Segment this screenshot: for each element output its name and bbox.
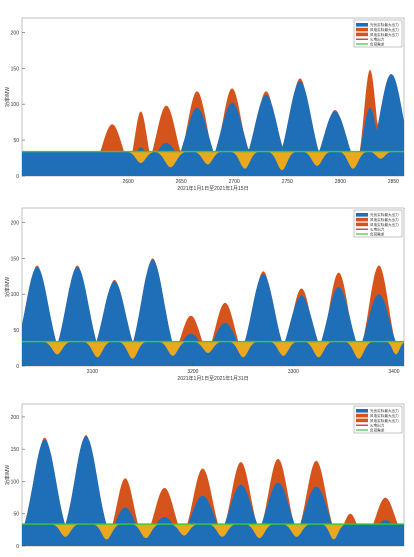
x-tick-label: 3400 [388,369,399,375]
series-pv-area [22,436,404,546]
legend-swatch [356,23,368,27]
legend-label: 风电实际最大出力 [370,27,399,32]
x-tick-label: 2700 [229,179,240,185]
legend-label: 火电出力 [370,37,385,42]
chart-panel-3: 0 50 100 150 200 功率/MW 光伏实际最大出力风电实际最大出力风电实际最大出… [4,403,405,550]
y-tick-label: 200 [11,220,20,226]
legend-label: 风电实际最大出力 [370,32,399,37]
legend-swatch [356,418,368,423]
x-tick-label: 3200 [187,369,198,375]
x-tick-label: 3100 [87,369,98,375]
y-tick-label: 50 [13,512,19,518]
x-tick-label: 2800 [335,179,346,185]
y-tick-label: 100 [11,479,20,485]
series-load-gap [22,524,404,540]
legend-label: 风电实际最大出力 [370,413,399,418]
legend-swatch [356,413,368,418]
y-tick-label: 50 [13,328,19,334]
y-tick-label: 150 [11,447,20,453]
y-tick-label: 150 [11,256,20,262]
y-axis-label: 功率/MW [4,465,11,486]
y-tick-label: 0 [16,364,19,370]
y-tick-label: 0 [16,544,19,550]
x-tick-label: 2750 [282,179,293,185]
y-tick-label: 200 [11,30,20,36]
y-tick-label: 200 [11,415,20,421]
legend-label: 负荷需求 [370,231,385,236]
legend-swatch [356,222,368,227]
chart-panel-2: 0 50 100 150 200 3100 3200 3300 3400 2021年1月1日至20… [4,207,405,382]
x-axis-label: 2021年1月1日至2021年1月15日 [177,185,248,192]
series-pv-base [22,341,404,366]
x-axis-label: 2021年1月1日至2021年1月31日 [177,375,248,382]
y-tick-label: 0 [16,174,19,180]
series-pv-area [22,74,404,176]
legend-label: 风电实际最大出力 [370,418,399,423]
y-axis-label: 功率/MW [4,87,11,108]
legend-label: 风电实际最大出力 [370,222,399,227]
legend-label: 光伏实际最大出力 [370,22,399,27]
x-tick-label: 3300 [288,369,299,375]
series-pv-area [22,259,404,366]
legend-label: 风电实际最大出力 [370,217,399,222]
x-tick-label: 2600 [123,179,134,185]
legend-label: 光伏实际最大出力 [370,408,399,413]
legend-swatch [356,32,368,37]
y-tick-label: 50 [13,138,19,144]
legend-label: 负荷需求 [370,41,385,46]
legend-swatch [356,213,368,217]
series-pv-base [22,151,404,176]
x-tick-label: 2650 [176,179,187,185]
y-tick-label: 150 [11,66,20,72]
series-load-gap [22,341,404,359]
chart-panel-1: 0 50 100 150 200 2600 2650 2700 2750 2800 2850 2021… [4,17,405,192]
legend-swatch [356,217,368,222]
y-tick-label: 100 [11,292,20,298]
y-tick-label: 100 [11,102,20,108]
series-load-gap [22,151,404,171]
legend-swatch [356,27,368,32]
legend-label: 火电出力 [370,227,385,232]
legend-label: 火电出力 [370,423,385,428]
series-pv-base [22,524,404,546]
y-axis-label: 功率/MW [4,277,11,298]
legend-swatch [356,409,368,413]
legend-label: 负荷需求 [370,427,385,432]
x-tick-label: 2850 [388,179,399,185]
legend-label: 光伏实际最大出力 [370,212,399,217]
